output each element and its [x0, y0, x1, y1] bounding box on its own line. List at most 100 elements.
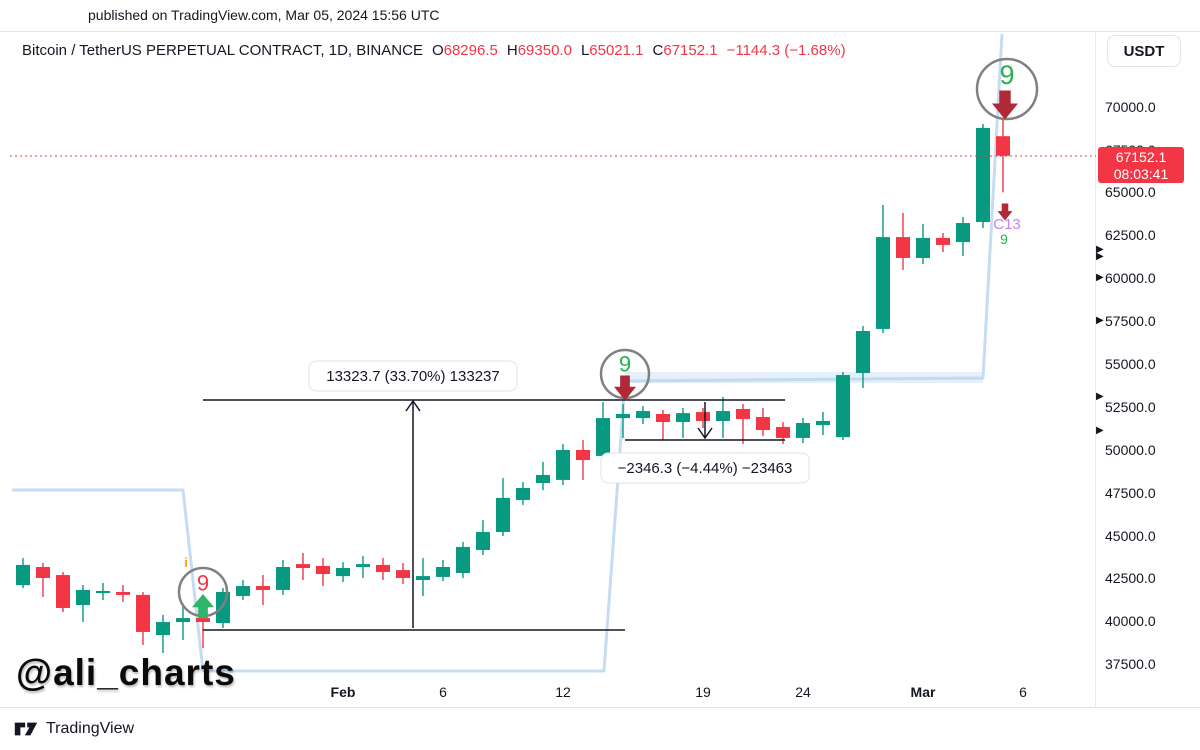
price-tick-label: 52500.0: [1105, 399, 1156, 415]
candle: [556, 449, 570, 480]
candle: [596, 418, 610, 456]
candle: [296, 564, 310, 569]
price-tick-label: 50000.0: [1105, 442, 1156, 458]
candle: [356, 564, 370, 567]
candle: [916, 237, 930, 258]
candle: [476, 532, 490, 551]
candlestick-chart[interactable]: 13323.7 (33.70%) 133237 −2346.3 (−4.44%) …: [0, 32, 1096, 708]
td9-count-digit: 9: [999, 60, 1014, 90]
td9-small-label: 9: [1000, 231, 1008, 247]
time-tick-label: 6: [1019, 684, 1027, 700]
candle: [876, 237, 890, 329]
candle: [576, 449, 590, 461]
published-caption: published on TradingView.com, Mar 05, 20…: [88, 7, 440, 23]
td9-marker[interactable]: 9i: [177, 555, 229, 618]
candle: [316, 565, 330, 575]
axis-alert-triangle-icon[interactable]: ▶: [1096, 315, 1104, 326]
candle: [156, 622, 170, 636]
symbol-title[interactable]: Bitcoin / TetherUS PERPETUAL CONTRACT, 1…: [22, 42, 423, 59]
candle: [196, 618, 210, 623]
candle: [636, 411, 650, 419]
candle: [256, 586, 270, 590]
candle: [696, 412, 710, 421]
axis-alert-triangle-icon[interactable]: ▶: [1096, 272, 1104, 283]
watermark-handle: @ali_charts: [16, 652, 236, 693]
price-tick-label: 47500.0: [1105, 485, 1156, 501]
candle: [836, 375, 850, 438]
info-icon: i: [184, 555, 188, 570]
footer-brand-label[interactable]: TradingView: [46, 720, 135, 737]
candle: [336, 568, 350, 577]
candle: [216, 592, 230, 624]
candle: [416, 576, 430, 581]
price-tick-label: 55000.0: [1105, 356, 1156, 372]
candle: [496, 497, 510, 533]
td9-marker[interactable]: 9: [975, 57, 1039, 121]
ohlc-value: 68296.5: [443, 42, 498, 59]
axis-alert-triangle-icon[interactable]: ▶: [1096, 425, 1104, 436]
chart-legend[interactable]: Bitcoin / TetherUS PERPETUAL CONTRACT, 1…: [22, 42, 846, 59]
candle: [36, 566, 50, 578]
ohlc-letter: L: [580, 42, 590, 59]
candle: [96, 590, 110, 594]
candle: [956, 223, 970, 243]
bar-countdown: 08:03:41: [1113, 166, 1169, 182]
price-tick-label: 62500.0: [1105, 227, 1156, 243]
price-tick-label: 37500.0: [1105, 656, 1156, 672]
time-tick-label: Feb: [330, 684, 356, 700]
candle: [456, 546, 470, 573]
candle: [776, 426, 790, 438]
ohlc-value: 67152.1: [663, 42, 718, 59]
currency-toggle-button[interactable]: USDT: [1107, 35, 1181, 67]
td9-marker[interactable]: 9: [599, 348, 651, 401]
candle: [796, 423, 810, 438]
price-tick-label: 65000.0: [1105, 184, 1156, 200]
td9-count-digit: 9: [197, 571, 209, 596]
price-axis-separator: [1095, 31, 1096, 708]
ohlc-letter: O: [431, 42, 444, 59]
svg-text:13323.7 (33.70%) 133237: 13323.7 (33.70%) 133237: [326, 368, 499, 385]
candles-layer[interactable]: [16, 118, 1010, 654]
candle: [936, 237, 950, 245]
candle: [76, 589, 90, 606]
measure-down-label[interactable]: −2346.3 (−4.44%) −23463: [600, 452, 810, 484]
candle: [616, 413, 630, 419]
candle: [376, 564, 390, 572]
candle: [436, 566, 450, 577]
candle: [276, 566, 290, 590]
candle: [996, 136, 1010, 156]
time-tick-label: 12: [555, 684, 571, 700]
td9-count-digit: 9: [619, 352, 631, 377]
measure-up-tool[interactable]: [203, 399, 785, 631]
measure-up-label[interactable]: 13323.7 (33.70%) 133237: [308, 360, 518, 392]
axis-alert-triangle-icon[interactable]: ▶: [1096, 391, 1104, 402]
candle: [536, 474, 550, 484]
price-tick-label: 45000.0: [1105, 528, 1156, 544]
candle: [176, 618, 190, 623]
ohlc-letter: H: [506, 42, 518, 59]
candle: [896, 237, 910, 258]
demark-c13-label: C13: [993, 216, 1021, 233]
measure-down-tool[interactable]: [625, 402, 785, 441]
candle: [656, 413, 670, 423]
last-price-tag: 67152.1 08:03:41: [1098, 147, 1184, 183]
candle: [516, 487, 530, 500]
footer-bar: TradingView: [0, 708, 1200, 750]
ohlc-value: 65021.1: [589, 42, 644, 59]
candle: [136, 594, 150, 632]
candle: [716, 411, 730, 421]
candle: [116, 592, 130, 595]
price-tick-label: 60000.0: [1105, 270, 1156, 286]
ohlc-letter: C: [652, 42, 664, 59]
axis-alert-triangle-icon[interactable]: ▶: [1096, 244, 1104, 255]
candle: [396, 570, 410, 578]
price-tick-label: 40000.0: [1105, 613, 1156, 629]
tradingview-logo-icon[interactable]: [14, 721, 38, 737]
ohlc-values: O68296.5 H69350.0 L65021.1 C67152.1: [423, 42, 718, 59]
axis-alert-triangle-icon[interactable]: ▶: [1096, 251, 1104, 262]
candle: [816, 420, 830, 426]
candle: [976, 127, 990, 222]
blue-drawing-tool[interactable]: [12, 33, 1004, 673]
candle: [16, 564, 30, 586]
